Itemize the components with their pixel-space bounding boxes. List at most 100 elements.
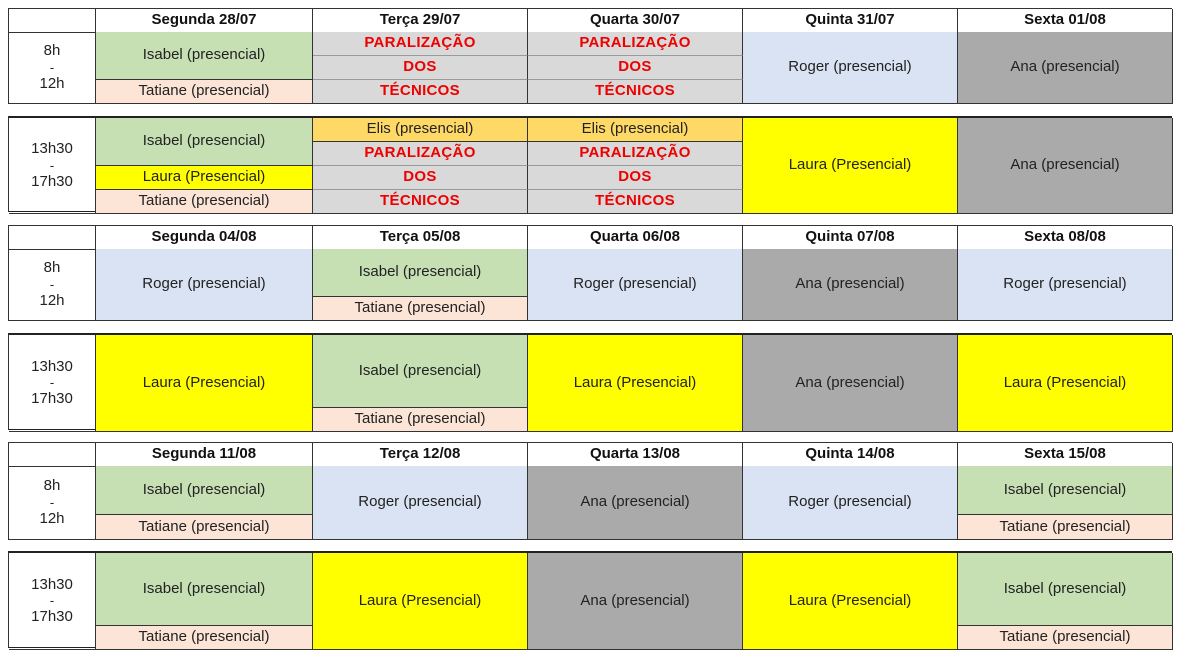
time-value: 8h [43,259,61,276]
afternoon-block: 13h30-17h30 Laura (Presencial) Isabel (pre… [8,333,1173,432]
strike-notice-cell: DOS [528,56,743,80]
staff-shift-cell: Laura (Presencial) [96,335,313,432]
time-value: 8h [43,42,61,59]
staff-shift-cell: Tatiane (presencial) [96,80,313,104]
time-value: 8h [43,477,61,494]
staff-shift-cell: Tatiane (presencial) [96,515,313,540]
staff-shift-cell: Isabel (presencial) [313,249,528,297]
strike-notice-cell: PARALIZAÇÃO [313,142,528,166]
day-header: Terça 12/08 [313,443,528,467]
day-header: Segunda 28/07 [96,9,313,33]
staff-shift-cell: Isabel (presencial) [96,466,313,515]
strike-notice-cell: TÉCNICOS [528,80,743,104]
staff-shift-cell: Laura (Presencial) [743,118,958,214]
header-corner-cell [9,9,96,33]
staff-shift-cell: Isabel (presencial) [96,553,313,626]
strike-notice-cell: TÉCNICOS [313,80,528,104]
staff-shift-cell: Isabel (presencial) [958,553,1173,626]
staff-shift-cell: Tatiane (presencial) [313,408,528,432]
day-header: Quarta 06/08 [528,226,743,250]
day-header: Terça 05/08 [313,226,528,250]
staff-shift-cell: Roger (presencial) [96,249,313,321]
day-header: Sexta 15/08 [958,443,1173,467]
time-separator: - [49,375,55,390]
staff-shift-cell: Laura (Presencial) [743,553,958,650]
staff-shift-cell: Laura (Presencial) [313,553,528,650]
time-value: 13h30 [31,575,73,593]
day-header: Sexta 08/08 [958,226,1173,250]
time-value: 12h [39,74,65,92]
strike-notice-cell: TÉCNICOS [313,190,528,214]
week-header-row: Segunda 11/08 Terça 12/08 Quarta 13/08 Quin… [8,442,1173,467]
staff-shift-cell: Ana (presencial) [743,249,958,321]
strike-notice-cell: DOS [528,166,743,190]
header-corner-cell [9,226,96,250]
day-header: Terça 29/07 [313,9,528,33]
staff-shift-cell: Ana (presencial) [528,553,743,650]
time-value: 13h30 [31,140,73,157]
day-header: Quinta 14/08 [743,443,958,467]
morning-block: 8h -12h Isabel (presencial) Tatiane (presen… [8,466,1173,540]
staff-shift-cell: Ana (presencial) [743,335,958,432]
week-header-row: Segunda 04/08 Terça 05/08 Quarta 06/08 Quin… [8,225,1173,250]
header-corner-cell [9,443,96,467]
staff-shift-cell: Elis (presencial) [528,118,743,142]
staff-shift-cell: Laura (Presencial) [528,335,743,432]
staff-shift-cell: Tatiane (presencial) [958,626,1173,650]
time-value: 17h30 [31,608,73,625]
week-header-row: Segunda 28/07 Terça 29/07 Quarta 30/07 Quin… [8,8,1173,33]
time-value: 17h30 [31,172,73,190]
staff-shift-cell: Roger (presencial) [313,466,528,540]
day-header: Quarta 13/08 [528,443,743,467]
time-slot-label: 8h -12h [9,249,96,321]
strike-notice-cell: PARALIZAÇÃO [313,32,528,56]
strike-notice-cell: DOS [313,56,528,80]
time-slot-label: 13h30-17h30 [9,118,96,214]
staff-shift-cell: Laura (Presencial) [958,335,1173,432]
afternoon-block: 13h30-17h30 Isabel (presencial) Tatiane (p… [8,551,1173,650]
time-separator: - [49,59,55,75]
staff-shift-cell: Roger (presencial) [958,249,1173,321]
staff-shift-cell: Roger (presencial) [743,32,958,104]
time-value: 17h30 [31,390,73,407]
morning-block: 8h -12h Isabel (presencial) Tatiane (presen… [8,32,1173,104]
staff-shift-cell: Tatiane (presencial) [958,515,1173,540]
staff-shift-cell: Ana (presencial) [958,118,1173,214]
time-separator: - [49,593,55,608]
staff-shift-cell: Ana (presencial) [528,466,743,540]
strike-notice-cell: TÉCNICOS [528,190,743,214]
time-separator: - [49,494,55,510]
time-value: 12h [39,291,65,309]
day-header: Quarta 30/07 [528,9,743,33]
time-slot-label: 8h -12h [9,466,96,540]
strike-notice-cell: PARALIZAÇÃO [528,142,743,166]
staff-shift-cell: Roger (presencial) [743,466,958,540]
day-header: Sexta 01/08 [958,9,1173,33]
staff-shift-cell: Isabel (presencial) [313,335,528,408]
staff-shift-cell: Elis (presencial) [313,118,528,142]
time-separator: - [49,157,55,173]
time-slot-label: 13h30-17h30 [9,553,96,650]
staff-shift-cell: Roger (presencial) [528,249,743,321]
morning-block: 8h -12h Roger (presencial) Isabel (presenci… [8,249,1173,321]
staff-shift-cell: Laura (Presencial) [96,166,313,190]
strike-notice-cell: DOS [313,166,528,190]
staff-shift-cell: Isabel (presencial) [958,466,1173,515]
day-header: Segunda 11/08 [96,443,313,467]
staff-shift-cell: Tatiane (presencial) [96,626,313,650]
time-slot-label: 13h30-17h30 [9,335,96,432]
day-header: Segunda 04/08 [96,226,313,250]
staff-shift-cell: Isabel (presencial) [96,118,313,166]
staff-shift-cell: Isabel (presencial) [96,32,313,80]
strike-notice-cell: PARALIZAÇÃO [528,32,743,56]
staff-shift-cell: Tatiane (presencial) [313,297,528,321]
staff-shift-cell: Ana (presencial) [958,32,1173,104]
time-value: 12h [39,509,65,527]
staff-shift-cell: Tatiane (presencial) [96,190,313,214]
time-slot-label: 8h -12h [9,32,96,104]
day-header: Quinta 31/07 [743,9,958,33]
afternoon-block: 13h30-17h30 Isabel (presencial) Laura (Pre… [8,116,1173,214]
time-value: 13h30 [31,357,73,375]
day-header: Quinta 07/08 [743,226,958,250]
time-separator: - [49,276,55,292]
